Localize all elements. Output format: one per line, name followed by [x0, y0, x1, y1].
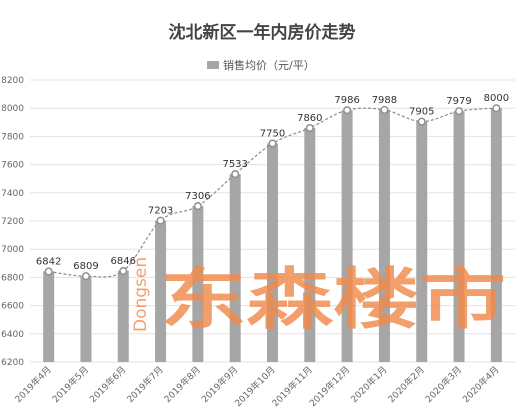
watermark-latin: Dongsen [131, 257, 151, 332]
data-label: 7750 [260, 128, 285, 139]
x-tick-label: 2020年3月 [423, 364, 464, 405]
y-tick-label: 7200 [1, 217, 24, 227]
data-label: 6846 [111, 256, 136, 267]
data-label: 8000 [484, 93, 509, 104]
y-tick-label: 8000 [1, 104, 24, 114]
trend-marker [193, 202, 202, 211]
chart-title: 沈北新区一年内房价走势 [169, 22, 356, 43]
data-label: 7533 [222, 159, 247, 170]
x-tick-label: 2019年8月 [162, 364, 203, 405]
data-label: 7905 [409, 107, 434, 118]
x-tick-label: 2020年2月 [385, 364, 426, 405]
x-tick-label: 2019年9月 [199, 364, 240, 405]
trend-marker [231, 170, 240, 179]
bar [155, 220, 167, 362]
legend-swatch [207, 61, 219, 69]
y-tick-label: 8200 [1, 76, 24, 86]
watermark-text: 东森楼市 [160, 261, 506, 338]
data-label: 6842 [36, 256, 61, 267]
trend-marker [492, 104, 501, 113]
trend-marker [156, 216, 165, 225]
bar [453, 111, 465, 362]
legend: 销售均价（元/平） [207, 58, 315, 72]
data-label: 7979 [446, 96, 471, 107]
data-label: 7988 [372, 95, 397, 106]
trend-marker [380, 105, 389, 114]
data-label: 7306 [185, 191, 210, 202]
data-label: 7203 [148, 206, 173, 217]
bar [80, 276, 92, 362]
bar [192, 206, 204, 362]
x-tick-label: 2019年4月 [12, 364, 53, 405]
y-tick-label: 7800 [1, 132, 24, 142]
y-tick-label: 7600 [1, 161, 24, 171]
x-tick-label: 2019年7月 [124, 364, 165, 405]
data-label: 7986 [334, 95, 359, 106]
x-tick-label: 2019年12月 [307, 364, 353, 410]
trend-marker [455, 107, 464, 116]
bar [267, 143, 278, 362]
y-tick-label: 7000 [1, 245, 24, 255]
y-tick-label: 6200 [1, 358, 24, 368]
x-axis: 2019年4月2019年5月2019年6月2019年7月2019年8月2019年… [12, 364, 501, 410]
trend-marker [81, 272, 90, 281]
trend-line [44, 104, 501, 281]
trend-marker [305, 123, 314, 132]
trend-marker [343, 106, 352, 115]
data-label: 7860 [297, 113, 322, 124]
bars [43, 108, 502, 362]
bar [341, 110, 353, 362]
trend-marker [44, 267, 53, 276]
bar [117, 270, 129, 362]
y-tick-label: 7400 [1, 189, 24, 199]
bar [229, 174, 241, 362]
trend-marker [119, 266, 128, 275]
bar [43, 271, 55, 362]
x-tick-label: 2020年1月 [348, 364, 389, 405]
y-tick-label: 6800 [1, 273, 24, 283]
bar [378, 109, 390, 362]
x-tick-label: 2019年5月 [50, 364, 91, 405]
legend-label: 销售均价（元/平） [223, 58, 315, 72]
trend-marker [417, 117, 426, 126]
data-label: 6809 [73, 261, 98, 272]
y-axis: 6200 6400 6600 6800 7000 7200 7400 7600 7800 8000… [1, 76, 24, 368]
bar [304, 127, 316, 362]
data-labels: 6842 6809 6846 7203 7306 7533 7750 7860 7986 7988… [36, 93, 509, 272]
x-tick-label: 2020年4月 [460, 364, 501, 405]
y-tick-label: 6600 [1, 302, 24, 312]
trend-marker [268, 139, 277, 148]
y-tick-label: 6400 [1, 330, 24, 340]
bar [490, 108, 502, 362]
x-tick-label: 2019年6月 [87, 364, 128, 405]
bar [416, 121, 428, 362]
watermark: Dongsen 东森楼市 [131, 257, 506, 338]
